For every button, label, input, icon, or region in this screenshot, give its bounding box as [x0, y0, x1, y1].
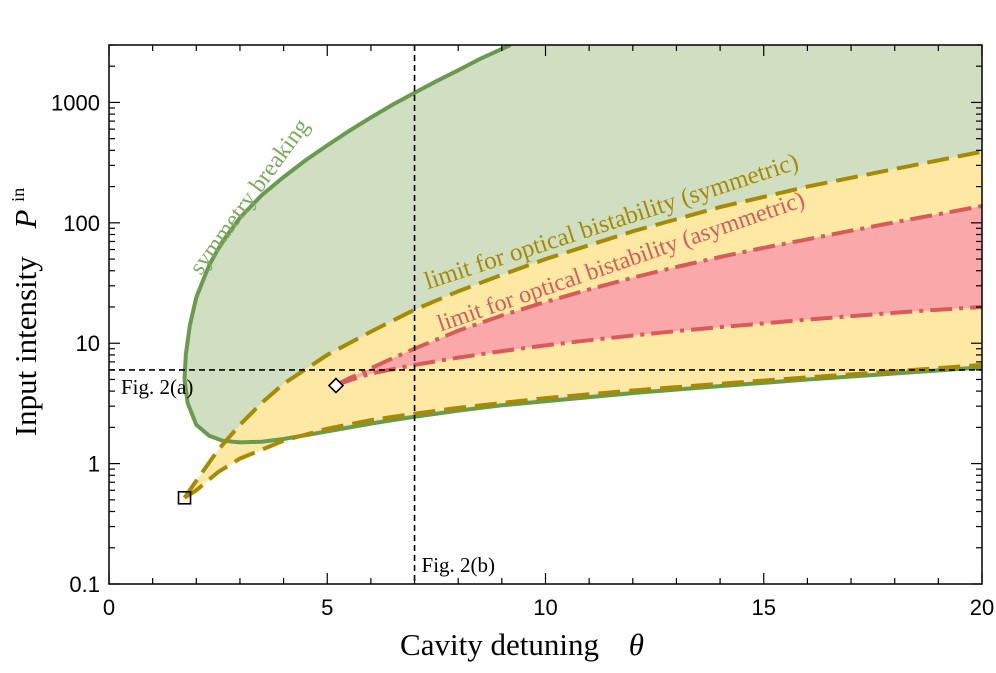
y-tick-label: 0.1 [69, 572, 100, 597]
reference-label-fig-2b: Fig. 2(b) [422, 553, 496, 577]
y-axis-label: Input intensity [8, 256, 43, 436]
y-tick-label: 1000 [51, 90, 100, 115]
plot-area [109, 25, 996, 584]
x-tick-label: 10 [533, 595, 557, 620]
y-tick-label: 1 [88, 452, 100, 477]
y-axis-superscript: in [8, 188, 28, 202]
x-axis-symbol: θ [629, 627, 644, 662]
x-tick-label: 5 [321, 595, 333, 620]
x-axis-label: Cavity detuning [400, 627, 599, 662]
y-tick-label: 100 [63, 211, 100, 236]
x-tick-label: 20 [970, 595, 994, 620]
y-tick-label: 10 [76, 331, 100, 356]
reference-label-fig-2a: Fig. 2(a) [121, 375, 193, 399]
x-tick-label: 15 [752, 595, 776, 620]
y-axis-symbol: P [8, 209, 43, 229]
y-axis-title: Input intensity P in [8, 188, 43, 436]
x-tick-label: 0 [103, 595, 115, 620]
x-axis-title: Cavity detuning θ [400, 627, 644, 662]
